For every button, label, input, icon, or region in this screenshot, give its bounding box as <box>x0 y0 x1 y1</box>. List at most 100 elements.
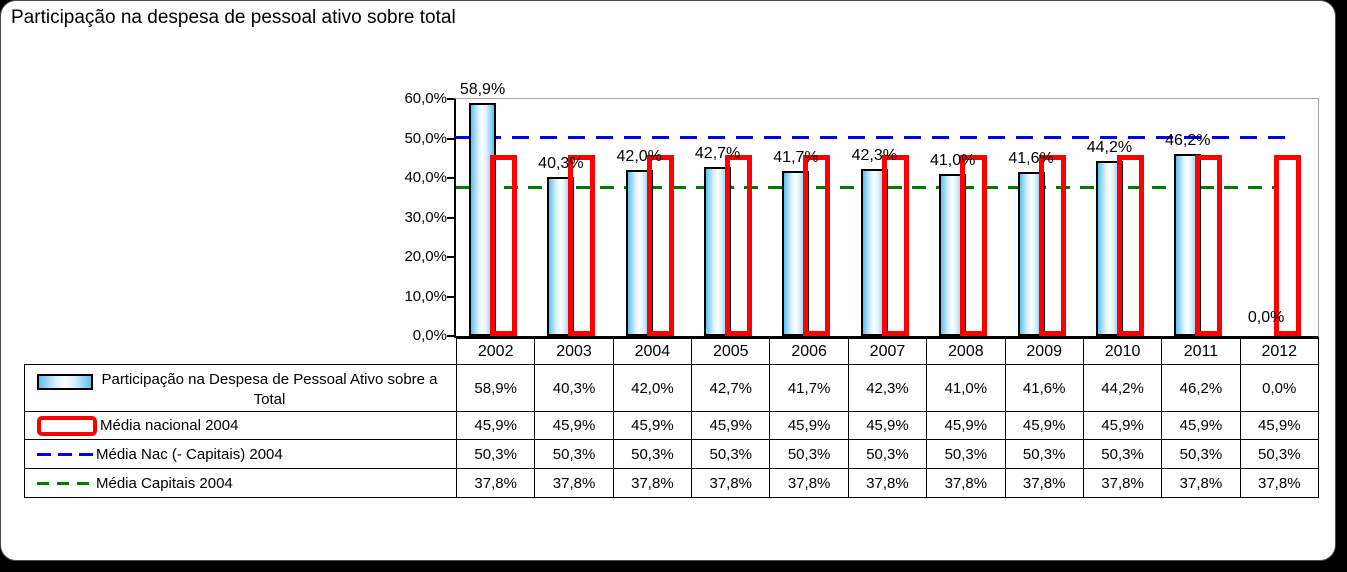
ytick-label: 60,0% <box>404 90 447 107</box>
year-header-2005: 2005 <box>691 338 771 365</box>
table-cell-participacao-pessoal-ativo-2004: 42,0% <box>612 364 693 412</box>
table-cell-participacao-pessoal-ativo-2009: 41,6% <box>1004 364 1084 412</box>
table-cell-media-nacional-2006: 45,9% <box>769 411 849 440</box>
table-cell-media-capitais-2010: 37,8% <box>1082 468 1163 498</box>
table-cell-media-nac-menos-capitais-2011: 50,3% <box>1161 439 1241 469</box>
table-cell-media-nacional-2002: 45,9% <box>455 411 536 440</box>
legend-entry: Média Nac (- Capitais) 2004 <box>26 446 456 463</box>
table-cell-participacao-pessoal-ativo-2006: 41,7% <box>769 364 849 412</box>
plot-area: 58,9% 40,3% 42,0% 42,7% 41,7% 42,3% 41,0% 41,6%… <box>454 81 1319 338</box>
table-cell-participacao-pessoal-ativo-2003: 40,3% <box>534 364 614 412</box>
outline-bar-2011 <box>1195 154 1223 336</box>
year-header-2009: 2009 <box>1004 338 1084 365</box>
year-header-2006: 2006 <box>769 338 849 365</box>
table-cell-participacao-pessoal-ativo-2011: 46,2% <box>1161 364 1241 412</box>
table-cell-media-capitais-2003: 37,8% <box>534 468 614 498</box>
ytick-label: 50,0% <box>404 129 447 147</box>
bar-value-label-2002: 58,9% <box>459 81 506 99</box>
table-cell-media-nac-menos-capitais-2012: 50,3% <box>1239 439 1319 469</box>
table-cell-participacao-pessoal-ativo-2012: 0,0% <box>1239 364 1319 412</box>
table-cell-media-capitais-2008: 37,8% <box>926 468 1006 498</box>
table-cell-media-nac-menos-capitais-2010: 50,3% <box>1082 439 1163 469</box>
table-cell-media-nac-menos-capitais-2008: 50,3% <box>926 439 1006 469</box>
outline-bar-2009 <box>1038 154 1066 336</box>
table-cell-participacao-pessoal-ativo-2008: 41,0% <box>926 364 1006 412</box>
outline-bar-2012 <box>1273 154 1301 336</box>
table-cell-media-nacional-2004: 45,9% <box>612 411 693 440</box>
table-cell-media-nacional-2008: 45,9% <box>926 411 1006 440</box>
outline-bar-2007 <box>881 154 909 336</box>
ytick-label: 40,0% <box>404 169 447 186</box>
legend-label-media-nacional: Média nacional 2004 <box>100 417 239 434</box>
ytick-mark <box>447 256 456 258</box>
ytick-label: 20,0% <box>404 248 447 265</box>
legend-cell-participacao-pessoal-ativo: Participação na Despesa de Pessoal Ativo… <box>24 364 457 412</box>
chart-title: Participação na despesa de pessoal ativo… <box>11 7 456 28</box>
table-cell-media-nac-menos-capitais-2004: 50,3% <box>612 439 693 469</box>
table-cell-media-capitais-2011: 37,8% <box>1161 468 1241 498</box>
year-header-2007: 2007 <box>847 338 928 365</box>
outline-bar-2002 <box>490 154 517 336</box>
year-header-2010: 2010 <box>1082 338 1163 365</box>
outline-bar-2005 <box>725 154 753 336</box>
bar-value-label-2005: 42,7% <box>694 145 741 163</box>
table-cell-media-capitais-2007: 37,8% <box>847 468 928 498</box>
legend-dash-swatch <box>37 481 93 485</box>
legend-dash-swatch <box>37 452 93 456</box>
table-cell-participacao-pessoal-ativo-2007: 42,3% <box>847 364 928 412</box>
table-cell-participacao-pessoal-ativo-2005: 42,7% <box>691 364 771 412</box>
ytick-label: 30,0% <box>404 208 447 226</box>
legend-label-participacao-pessoal-ativo: Participação na Despesa de Pessoal Ativo… <box>101 370 438 408</box>
table-cell-participacao-pessoal-ativo-2010: 44,2% <box>1082 364 1163 412</box>
table-cell-media-nac-menos-capitais-2002: 50,3% <box>455 439 536 469</box>
year-header-2004: 2004 <box>612 338 693 365</box>
year-header-2008: 2008 <box>926 338 1006 365</box>
year-header-2002: 2002 <box>455 338 536 365</box>
table-cell-media-capitais-2004: 37,8% <box>612 468 693 498</box>
table-cell-media-nac-menos-capitais-2005: 50,3% <box>691 439 771 469</box>
legend-cell-media-nacional: Média nacional 2004 <box>24 411 457 440</box>
table-cell-media-nac-menos-capitais-2009: 50,3% <box>1004 439 1084 469</box>
table-cell-media-nacional-2012: 45,9% <box>1239 411 1319 440</box>
outline-bar-2008 <box>960 154 988 336</box>
bar-value-label-2004: 42,0% <box>616 148 662 166</box>
table-cell-media-nac-menos-capitais-2007: 50,3% <box>847 439 928 469</box>
bar-value-label-2010: 44,2% <box>1086 139 1133 157</box>
ytick-mark <box>447 335 456 337</box>
table-cell-participacao-pessoal-ativo-2002: 58,9% <box>455 364 536 412</box>
bar-value-label-2003: 40,3% <box>538 154 584 172</box>
bar-value-label-2007: 42,3% <box>851 146 897 164</box>
bar-value-label-2009: 41,6% <box>1008 149 1054 167</box>
year-header-2003: 2003 <box>534 338 614 365</box>
table-corner-cell <box>25 339 457 365</box>
legend-entry: Média nacional 2004 <box>26 415 456 436</box>
chart-frame: Participação na despesa de pessoal ativo… <box>0 0 1336 561</box>
legend-entry: Média Capitais 2004 <box>26 474 456 492</box>
outline-bar-2004 <box>646 154 674 336</box>
outline-bar-2006 <box>803 154 831 336</box>
legend-bar-swatch <box>37 373 93 390</box>
table-cell-media-nacional-2007: 45,9% <box>847 411 928 440</box>
bar-value-label-2012: 0,0% <box>1247 309 1285 326</box>
bar-value-label-2011: 46,2% <box>1165 131 1211 149</box>
outline-bar-2003 <box>568 154 596 336</box>
legend-entry: Participação na Despesa de Pessoal Ativo… <box>26 366 456 411</box>
table-cell-media-capitais-2009: 37,8% <box>1004 468 1084 498</box>
outline-bar-2010 <box>1116 154 1144 336</box>
table-cell-media-capitais-2012: 37,8% <box>1239 468 1319 498</box>
year-header-2011: 2011 <box>1161 338 1241 365</box>
data-table: 2002 2003 2004 2005 2006 2007 2008 2009 2010 2011… <box>24 338 1319 498</box>
table-cell-media-capitais-2005: 37,8% <box>691 468 771 498</box>
ytick-mark <box>447 177 456 179</box>
table-cell-media-nacional-2010: 45,9% <box>1082 411 1163 440</box>
legend-outline-swatch <box>37 415 97 436</box>
table-cell-media-nac-menos-capitais-2003: 50,3% <box>534 439 614 469</box>
table-cell-media-capitais-2006: 37,8% <box>769 468 849 498</box>
table-cell-media-nacional-2009: 45,9% <box>1004 411 1084 440</box>
ytick-mark <box>447 98 456 100</box>
table-cell-media-capitais-2002: 37,8% <box>455 468 536 498</box>
bar-value-label-2008: 41,0% <box>929 152 976 170</box>
year-header-2012: 2012 <box>1239 338 1319 365</box>
ytick-label: 0,0% <box>412 327 447 344</box>
legend-label-media-capitais: Média Capitais 2004 <box>96 474 233 492</box>
